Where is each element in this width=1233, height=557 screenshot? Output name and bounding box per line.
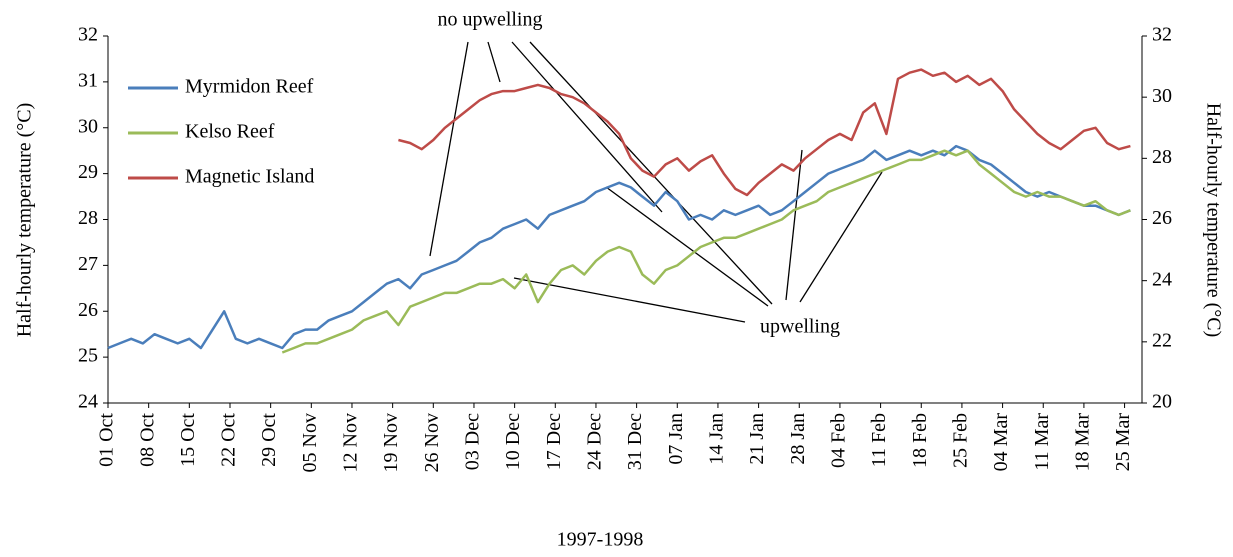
- y-tick-label: 27: [78, 253, 98, 275]
- x-tick-label: 10 Dec: [502, 413, 524, 470]
- x-tick-label: 31 Dec: [624, 413, 646, 470]
- x-tick-label: 18 Mar: [1072, 413, 1094, 472]
- x-tick-label: 25 Feb: [950, 413, 972, 468]
- legend-label: Myrmidon Reef: [185, 76, 314, 98]
- y-tick-label: 28: [78, 207, 98, 229]
- annotation: upwelling: [760, 316, 840, 338]
- y2-tick-label: 20: [1152, 391, 1172, 413]
- annotation-arrows: [429, 41, 883, 323]
- y2-tick-label: 30: [1152, 85, 1172, 107]
- x-tick-label: 24 Dec: [584, 413, 606, 470]
- x-tick-label: 04 Mar: [990, 413, 1012, 472]
- x-tick-label: 05 Nov: [299, 413, 321, 472]
- y2-tick-label: 22: [1152, 329, 1172, 351]
- y2-axis-title: Half-hourly temperature (°C): [1202, 103, 1224, 338]
- x-tick-label: 25 Mar: [1112, 413, 1134, 472]
- y-tick-label: 26: [78, 299, 98, 321]
- legend-label: Kelso Reef: [185, 121, 275, 143]
- y-tick-label: 31: [78, 69, 98, 91]
- annotation: no upwelling: [438, 9, 543, 31]
- y2-tick-label: 24: [1152, 268, 1172, 290]
- x-tick-label: 11 Mar: [1031, 413, 1053, 471]
- x-tick-label: 07 Jan: [665, 413, 687, 465]
- x-tick-label: 12 Nov: [340, 413, 362, 472]
- x-tick-label: 22 Oct: [218, 413, 240, 467]
- data-line: [107, 144, 1131, 350]
- y-tick-label: 32: [78, 24, 98, 46]
- y-tick-label: 30: [78, 115, 98, 137]
- x-tick-label: 03 Dec: [462, 413, 484, 470]
- x-tick-label: 26 Nov: [421, 413, 443, 472]
- x-tick-label: 17 Dec: [543, 413, 565, 470]
- y-axis-title: Half-hourly temperature (°C): [14, 103, 36, 338]
- data-line: [281, 149, 1131, 354]
- x-tick-label: 21 Jan: [746, 413, 768, 465]
- y-tick-label: 29: [78, 161, 98, 183]
- x-tick-label: 19 Nov: [380, 413, 402, 472]
- x-tick-label: 29 Oct: [258, 413, 280, 467]
- y-tick-label: 25: [78, 345, 98, 367]
- x-tick-label: 18 Feb: [909, 413, 931, 468]
- x-tick-label: 14 Jan: [706, 413, 728, 465]
- y2-tick-label: 32: [1152, 24, 1172, 46]
- x-tick-label: 04 Feb: [828, 413, 850, 468]
- x-tick-label: 01 Oct: [96, 413, 118, 467]
- y-tick-label: 24: [78, 391, 98, 413]
- x-tick-label: 15 Oct: [177, 413, 199, 467]
- x-tick-label: 08 Oct: [136, 413, 158, 467]
- data-line: [398, 68, 1131, 197]
- legend-label: Magnetic Island: [185, 166, 314, 188]
- x-tick-label: 28 Jan: [787, 413, 809, 465]
- x-tick-label: 11 Feb: [868, 413, 890, 467]
- y2-tick-label: 28: [1152, 146, 1172, 168]
- y2-tick-label: 26: [1152, 207, 1172, 229]
- x-axis-title: 1997-1998: [557, 529, 644, 551]
